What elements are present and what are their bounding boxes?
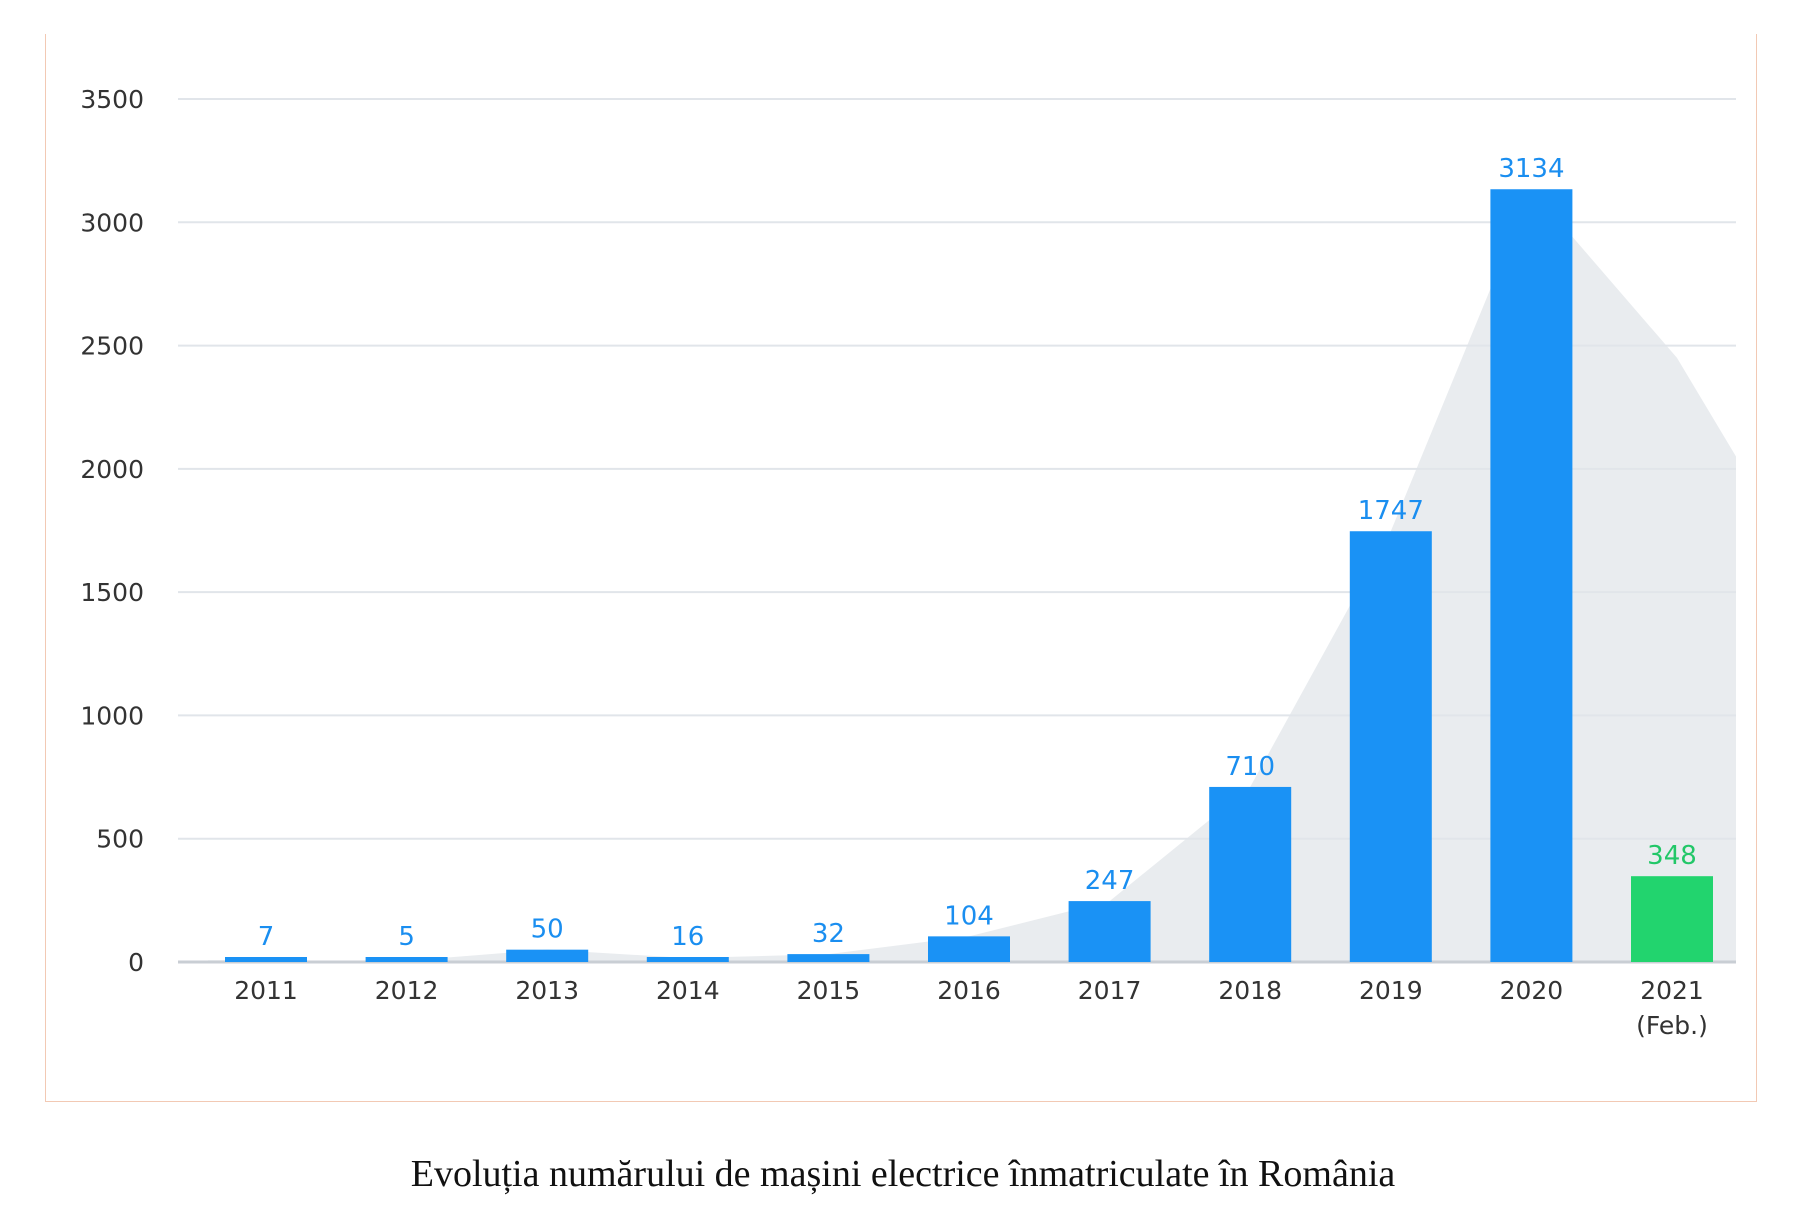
bar-value-label: 1747 [1358,496,1424,526]
x-tick-label: 2017 [1078,976,1142,1005]
x-tick-label: 2016 [937,976,1001,1005]
bar-value-label: 348 [1647,841,1697,871]
bar [1068,901,1151,962]
bar [928,936,1010,962]
bar [1631,876,1713,962]
bar [365,957,448,962]
x-tick-label: 2013 [515,976,579,1005]
x-tick-label: 2019 [1359,976,1423,1005]
y-tick-label: 3000 [80,208,144,237]
y-tick-label: 0 [128,948,144,977]
bar-value-label: 710 [1225,752,1275,782]
y-tick-label: 1500 [80,578,144,607]
y-tick-label: 2000 [80,455,144,484]
bar [225,957,307,962]
y-tick-label: 2500 [80,332,144,361]
bar [787,954,870,962]
x-tick-label: 2015 [797,976,861,1005]
bar-value-label: 16 [671,922,704,952]
bar-value-label: 104 [944,901,994,931]
y-tick-label: 500 [96,825,144,854]
x-tick-label: 2018 [1218,976,1282,1005]
bar-value-label: 5 [398,922,415,952]
bar [1209,786,1292,962]
x-tick-sublabel: (Feb.) [1636,1011,1708,1040]
x-tick-label: 2014 [656,976,720,1005]
chart-caption: Evoluția numărului de mașini electrice î… [410,1153,1396,1195]
bar-value-label: 7 [258,922,275,952]
x-tick-label: 2011 [234,976,298,1005]
bar [506,949,589,962]
bar-value-label: 32 [812,919,845,949]
bar-value-label: 3134 [1498,154,1564,184]
x-tick-label: 2012 [375,976,439,1005]
bar-chart: 0 500 1000 1500 2000 2500 3000 3500 7 2011 5 2012 50… [80,85,1736,1040]
bar-value-label: 50 [531,915,564,945]
bar [1490,189,1573,963]
bar [646,957,729,962]
x-tick-label: 2021 [1640,976,1704,1005]
y-tick-label: 1000 [80,701,144,730]
x-tick-label: 2020 [1500,976,1564,1005]
chart-frame: 0 500 1000 1500 2000 2500 3000 3500 7 2011 5 2012 50… [45,34,1757,1102]
y-tick-label: 3500 [80,85,144,114]
bar-value-label: 247 [1085,866,1135,896]
bar [1349,531,1432,962]
